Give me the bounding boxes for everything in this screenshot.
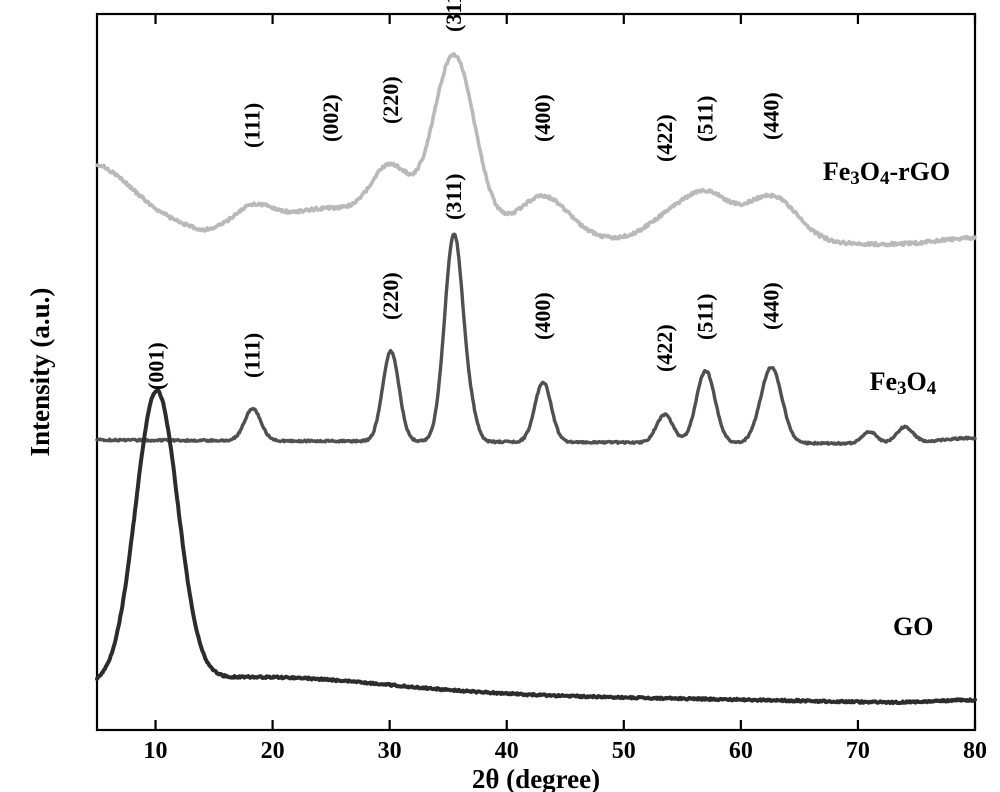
peak-label: (400) xyxy=(530,292,555,340)
peak-label: (001) xyxy=(144,342,169,390)
x-tick-label: 50 xyxy=(612,738,636,764)
series-label-go: GO xyxy=(893,612,933,641)
peak-label: (111) xyxy=(240,103,265,148)
x-tick-label: 60 xyxy=(729,738,753,764)
x-tick-label: 40 xyxy=(495,738,519,764)
x-tick-label: 30 xyxy=(378,738,402,764)
peak-label: (400) xyxy=(530,94,555,142)
peak-label: (220) xyxy=(378,272,403,320)
x-tick-label: 20 xyxy=(261,738,285,764)
x-tick-label: 10 xyxy=(144,738,168,764)
peak-label: (111) xyxy=(240,333,265,378)
x-axis-label: 2θ (degree) xyxy=(472,764,600,792)
x-tick-label: 70 xyxy=(846,738,870,764)
peak-label: (311) xyxy=(441,174,466,220)
peak-label: (440) xyxy=(758,282,783,330)
peak-label: (440) xyxy=(758,92,783,140)
peak-label: (422) xyxy=(652,114,677,162)
x-tick-label: 80 xyxy=(963,738,987,764)
xrd-chart: 10 20 30 40 50 60 70 80 2θ (degree) Intensity (a.… xyxy=(0,0,1000,792)
peak-label: (511) xyxy=(693,96,718,142)
peak-label: (311) xyxy=(441,0,466,32)
peak-label: (422) xyxy=(652,324,677,372)
y-axis-label: Intensity (a.u.) xyxy=(25,288,55,457)
peak-label: (220) xyxy=(378,76,403,124)
peak-label: (511) xyxy=(693,294,718,340)
peak-label: (002) xyxy=(318,94,343,142)
